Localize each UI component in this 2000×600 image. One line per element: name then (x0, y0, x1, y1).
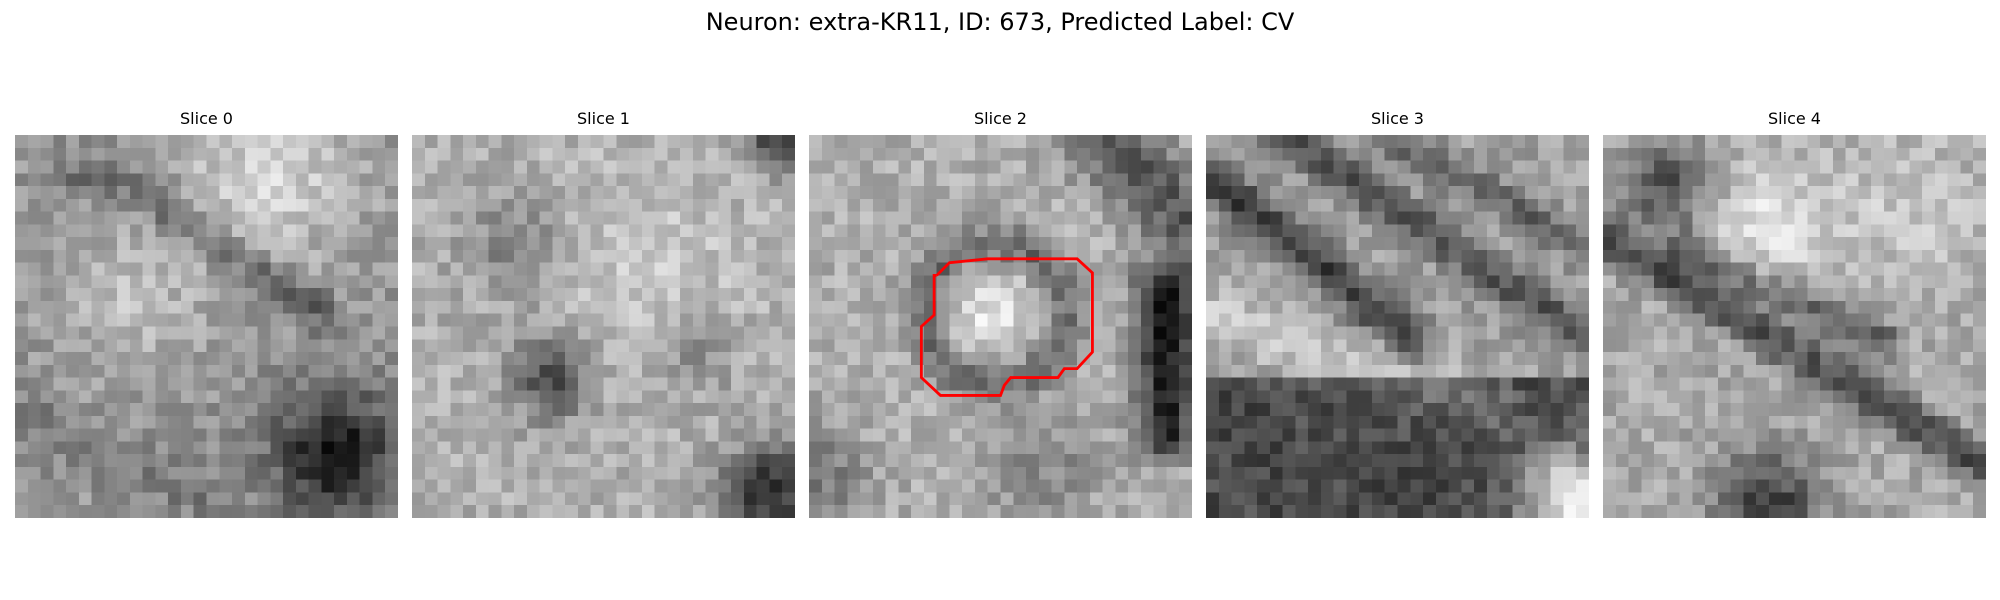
pixel-grid (15, 135, 398, 518)
slice-title: Slice 3 (1371, 109, 1424, 128)
slice-panel-4: Slice 4 (1603, 108, 1986, 518)
figure-title: Neuron: extra-KR11, ID: 673, Predicted L… (705, 8, 1295, 36)
slice-image (15, 135, 398, 518)
pixel-grid (1603, 135, 1986, 518)
slice-image (1206, 135, 1589, 518)
slice-panel-1: Slice 1 (412, 108, 795, 518)
pixel-grid (1206, 135, 1589, 518)
slice-panel-3: Slice 3 (1206, 108, 1589, 518)
pixel-grid (412, 135, 795, 518)
slice-image (412, 135, 795, 518)
segmentation-contour (919, 257, 1094, 397)
slice-title: Slice 0 (180, 109, 233, 128)
slice-title: Slice 1 (577, 109, 630, 128)
slice-title: Slice 4 (1768, 109, 1821, 128)
slice-panel-2: Slice 2 (809, 108, 1192, 518)
pixel-grid (809, 135, 1192, 518)
slice-image (1603, 135, 1986, 518)
slice-image (809, 135, 1192, 518)
slice-panel-0: Slice 0 (15, 108, 398, 518)
slice-title: Slice 2 (974, 109, 1027, 128)
